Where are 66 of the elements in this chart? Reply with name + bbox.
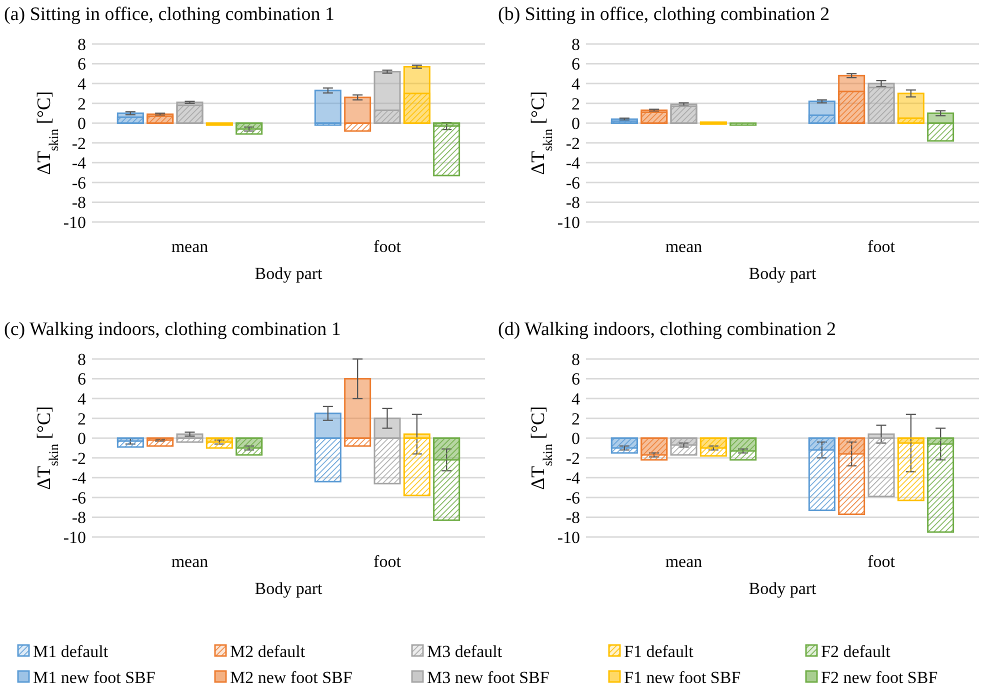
y-tick-label: -10 — [557, 212, 580, 232]
legend-label: M3 new foot SBF — [427, 668, 550, 687]
y-tick-label: 6 — [572, 370, 580, 389]
y-tick-label: 8 — [78, 350, 86, 369]
y-tick-label: 6 — [572, 54, 580, 74]
y-tick-label: -2 — [566, 134, 580, 153]
y-tick-label: -4 — [72, 154, 86, 173]
y-tick-label: 4 — [572, 390, 580, 409]
y-tick-label: -10 — [63, 528, 86, 547]
chart-title: (b) Sitting in office, clothing combination 2 — [498, 4, 830, 25]
y-tick-label: -10 — [63, 212, 86, 232]
x-tick-label: mean — [171, 237, 209, 256]
y-tick-label: 4 — [78, 390, 86, 409]
y-tick-label: 0 — [78, 114, 86, 134]
y-tick-label: 6 — [78, 370, 86, 389]
y-tick-label: 2 — [78, 94, 86, 114]
x-axis-title: Body part — [748, 579, 817, 598]
chart-title: (d) Walking indoors, clothing combination 2 — [498, 319, 836, 340]
y-tick-label: -4 — [566, 468, 580, 488]
y-tick-label: -8 — [566, 193, 580, 212]
legend-label: F2 new foot SBF — [821, 668, 938, 687]
legend-label: M2 default — [230, 642, 306, 661]
y-tick-label: -2 — [566, 448, 580, 468]
y-tick-label: 2 — [572, 94, 580, 114]
x-tick-label: foot — [868, 237, 896, 256]
x-tick-label: foot — [374, 552, 402, 571]
y-tick-label: 8 — [572, 34, 580, 54]
y-tick-label: 0 — [572, 114, 580, 134]
y-tick-label: -4 — [566, 154, 580, 173]
legend-label: M1 new foot SBF — [33, 668, 156, 687]
x-tick-label: mean — [171, 552, 209, 571]
y-tick-label: -6 — [566, 488, 580, 508]
chart-title: (c) Walking indoors, clothing combination 1 — [4, 319, 341, 340]
x-tick-label: foot — [374, 237, 402, 256]
y-tick-label: -2 — [72, 134, 86, 153]
x-tick-label: foot — [868, 552, 896, 571]
y-tick-label: 4 — [78, 74, 86, 94]
y-tick-label: 2 — [78, 409, 86, 428]
y-tick-label: -6 — [72, 173, 86, 192]
y-tick-label: 6 — [78, 54, 86, 74]
legend-label: M3 default — [427, 642, 502, 661]
y-tick-label: -8 — [72, 193, 86, 212]
legend-label: F1 default — [624, 642, 694, 661]
x-tick-label: mean — [665, 237, 703, 256]
x-axis-title: Body part — [748, 264, 817, 283]
legend-label: M1 default — [33, 642, 108, 661]
legend-label: F1 new foot SBF — [624, 668, 741, 687]
y-tick-label: -10 — [557, 528, 580, 547]
y-tick-label: -2 — [72, 448, 86, 468]
y-tick-label: 4 — [572, 74, 580, 94]
y-tick-label: 0 — [78, 429, 86, 448]
x-axis-title: Body part — [254, 579, 323, 598]
y-tick-label: -6 — [72, 488, 86, 508]
x-axis-title: Body part — [254, 264, 323, 283]
legend-label: F2 default — [821, 642, 891, 661]
y-tick-label: 2 — [572, 409, 580, 428]
y-tick-label: -8 — [566, 508, 580, 528]
chart-title: (a) Sitting in office, clothing combination 1 — [4, 4, 335, 25]
y-tick-label: -8 — [72, 508, 86, 528]
x-tick-label: mean — [665, 552, 703, 571]
y-tick-label: -6 — [566, 173, 580, 192]
legend-label: M2 new foot SBF — [230, 668, 352, 687]
y-tick-label: -4 — [72, 468, 86, 488]
y-tick-label: 8 — [572, 350, 580, 369]
y-tick-label: 0 — [572, 429, 580, 448]
y-tick-label: 8 — [78, 34, 86, 54]
